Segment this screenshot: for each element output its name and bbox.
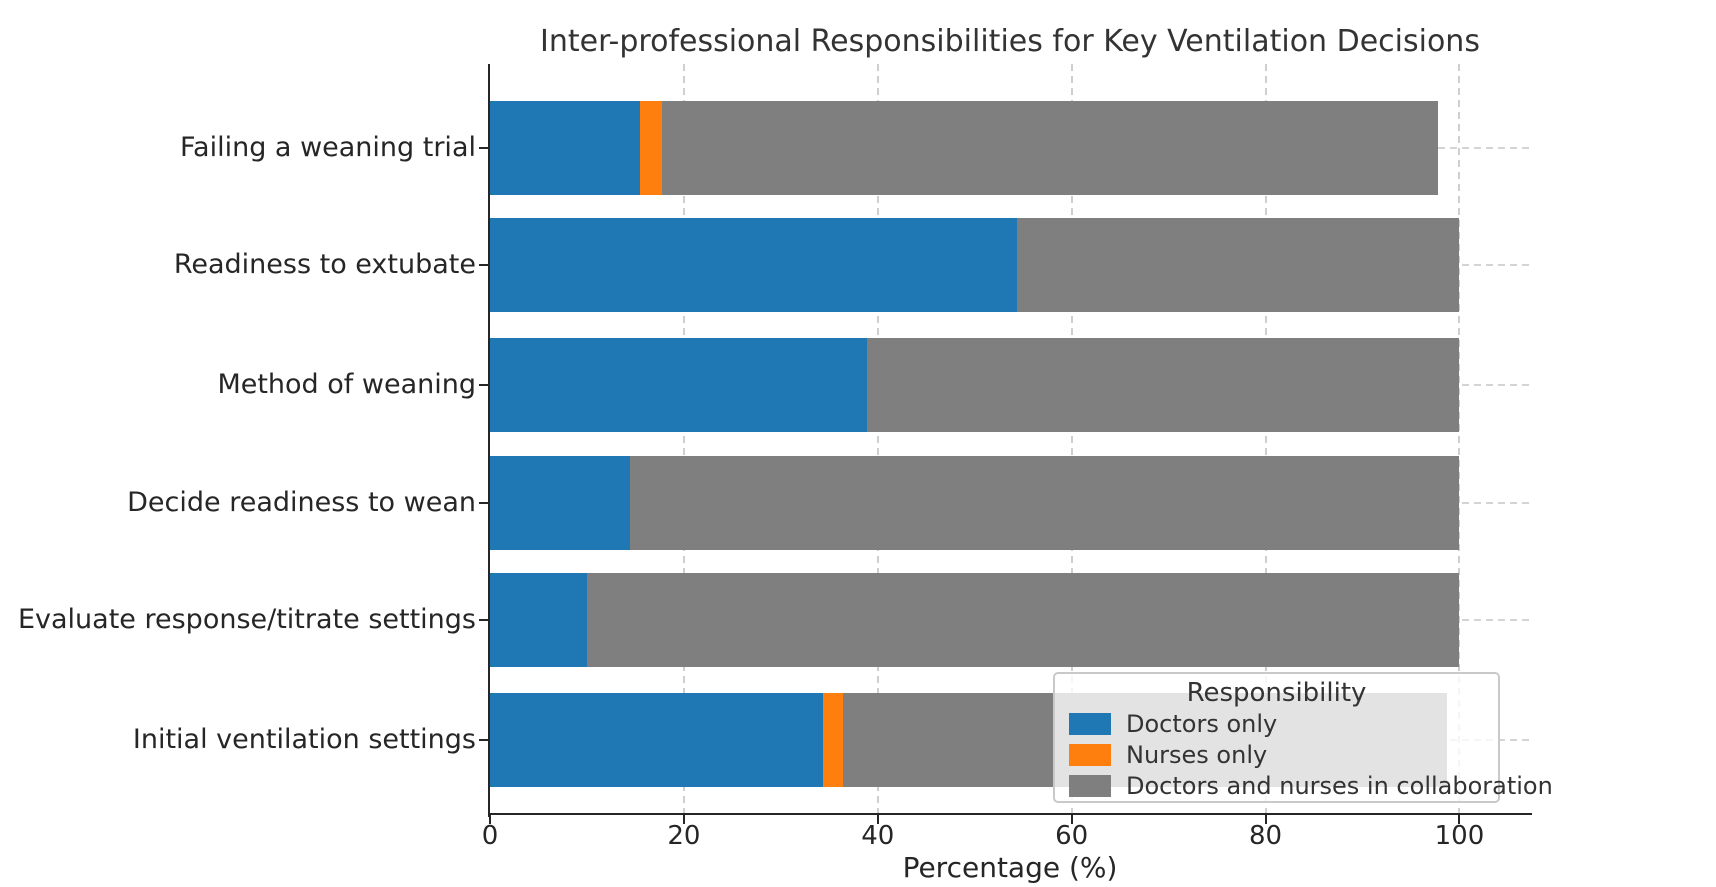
legend-label: Nurses only: [1126, 740, 1268, 769]
y-tick-mark: [479, 264, 488, 266]
y-tick-mark: [479, 502, 488, 504]
y-tick-mark: [479, 384, 488, 386]
legend-item: Doctors only: [1055, 708, 1498, 739]
y-tick-label: Initial ventilation settings: [132, 724, 476, 755]
y-tick-mark: [479, 147, 488, 149]
bar-segment: [867, 338, 1460, 432]
legend-item: Doctors and nurses in collaboration: [1055, 770, 1553, 801]
x-tick-mark: [876, 815, 879, 824]
x-axis-label: Percentage (%): [902, 851, 1118, 884]
bar-segment: [490, 338, 868, 432]
x-tick-mark: [1264, 815, 1267, 824]
chart-title: Inter-professional Responsibilities for …: [540, 24, 1480, 59]
bar-segment: [822, 693, 843, 787]
x-gridline: [1458, 64, 1461, 815]
bar-segment: [586, 573, 1460, 667]
x-axis-spine: [488, 813, 1532, 815]
y-tick-mark: [479, 619, 488, 621]
x-tick-label: 80: [1249, 821, 1283, 851]
y-tick-label: Decide readiness to wean: [127, 487, 476, 518]
x-tick-label: 40: [861, 821, 895, 851]
bar-segment: [490, 101, 641, 195]
plot-area: [490, 64, 1530, 815]
bar-segment: [490, 693, 823, 787]
bar-segment: [490, 456, 630, 550]
x-tick-label: 0: [481, 821, 499, 851]
y-tick-mark: [479, 739, 488, 741]
x-tick-label: 60: [1055, 821, 1089, 851]
legend-label: Doctors and nurses in collaboration: [1126, 771, 1553, 800]
y-axis-spine: [488, 64, 490, 817]
x-gridline: [682, 64, 685, 815]
legend-item: Nurses only: [1055, 739, 1498, 770]
x-tick-mark: [489, 815, 491, 824]
bar-segment: [490, 218, 1018, 312]
legend-items: Doctors only Nurses only Doctors and nurse…: [1055, 708, 1553, 801]
y-tick-label: Evaluate response/titrate settings: [17, 604, 476, 635]
legend-swatch-icon: [1069, 743, 1111, 766]
y-tick-label: Method of weaning: [217, 369, 476, 400]
legend-title: Responsibility: [1186, 678, 1367, 708]
legend-label: Doctors only: [1126, 709, 1278, 738]
x-gridline: [1070, 64, 1073, 815]
x-tick-label: 20: [667, 821, 701, 851]
bar-segment: [629, 456, 1460, 550]
bar-segment: [640, 101, 662, 195]
y-tick-label: Readiness to extubate: [173, 249, 476, 280]
x-tick-label: 100: [1434, 821, 1485, 851]
bar-segment: [661, 101, 1439, 195]
x-tick-mark: [682, 815, 685, 824]
legend: Responsibility Doctors only Nurses only Do…: [1053, 672, 1553, 803]
y-tick-label: Failing a weaning trial: [180, 132, 476, 163]
legend-swatch-icon: [1069, 774, 1111, 797]
x-tick-mark: [1458, 815, 1461, 824]
x-tick-mark: [1070, 815, 1073, 824]
legend-swatch-icon: [1069, 712, 1111, 735]
bar-segment: [490, 573, 587, 667]
bar-segment: [1017, 218, 1460, 312]
x-gridline: [876, 64, 879, 815]
x-gridline: [1264, 64, 1267, 815]
